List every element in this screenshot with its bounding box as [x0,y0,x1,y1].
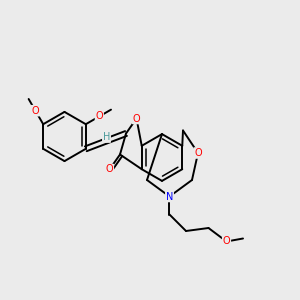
Text: O: O [95,111,103,122]
Text: O: O [223,236,230,247]
Text: O: O [32,106,39,116]
Text: N: N [166,191,173,202]
Text: O: O [133,113,140,124]
Text: O: O [106,164,113,175]
Text: H: H [103,132,110,142]
Text: O: O [194,148,202,158]
